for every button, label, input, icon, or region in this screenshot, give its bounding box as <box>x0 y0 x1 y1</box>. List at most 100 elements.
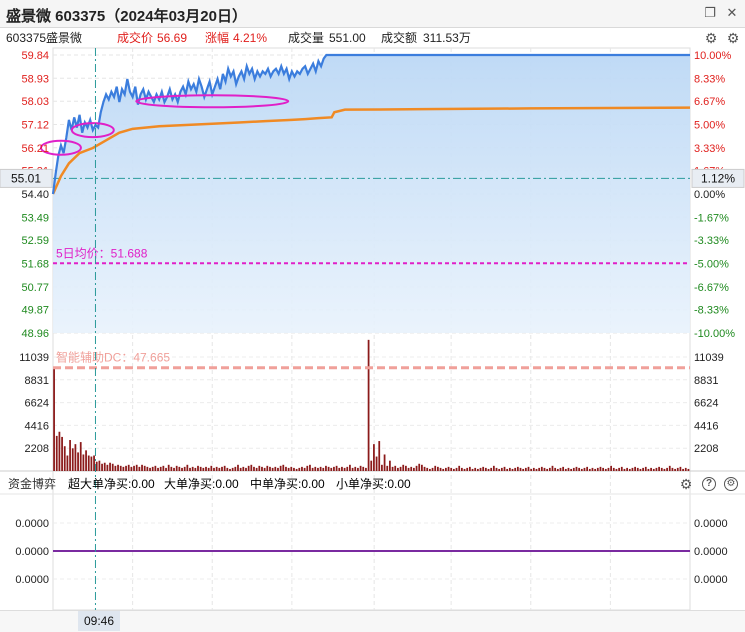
volume-bar <box>357 467 359 471</box>
volume-bar <box>658 466 660 471</box>
pct-tick-label: 5.00% <box>694 120 725 132</box>
volume-bar <box>679 466 682 471</box>
price-tick-label: 56.21 <box>21 143 49 155</box>
flow-large: 大单净买:0.00 <box>164 477 239 491</box>
volume-bar <box>628 468 631 471</box>
volume-bar <box>199 466 202 471</box>
volume-bar <box>69 440 71 471</box>
volume-bar <box>202 467 205 471</box>
volume-bar <box>644 466 647 471</box>
flow-tick-label-right: 0.0000 <box>694 546 728 558</box>
volume-bar <box>482 466 485 471</box>
flow-super-large: 超大单净买:0.00 <box>68 477 155 491</box>
volume-bar <box>407 467 410 471</box>
volume-bar <box>546 468 549 471</box>
price-tick-label: 52.59 <box>21 235 49 247</box>
gear-icon[interactable]: ⚙ <box>679 476 693 492</box>
volume-bar <box>242 466 245 471</box>
cursor-price-box <box>0 168 53 188</box>
volume-bar <box>559 467 562 471</box>
volume-bar <box>175 465 178 471</box>
flow-small: 小单净买:0.00 <box>336 477 411 491</box>
gear-icon[interactable]: ⚙ <box>704 30 718 46</box>
volume-bar <box>631 467 634 471</box>
volume-bar <box>245 467 247 471</box>
volume-bar <box>548 467 551 471</box>
flow-tick-label-right: 0.0000 <box>694 574 728 586</box>
volume-bar <box>431 467 434 471</box>
volume-bar <box>218 467 221 471</box>
restore-icon[interactable]: ❐ <box>704 5 716 20</box>
volume-bar <box>354 466 357 471</box>
price-tick-label: 59.84 <box>21 50 49 62</box>
volume-bar <box>53 366 55 471</box>
volume-bar <box>101 463 103 471</box>
volume-bar <box>570 468 573 471</box>
volume-bar <box>213 467 215 471</box>
volume-bar <box>293 467 295 471</box>
volume-bar <box>165 467 167 471</box>
amount-label: 成交额 <box>381 31 418 45</box>
volume-bar <box>551 465 554 471</box>
volume-bar <box>74 444 77 471</box>
volume-bar <box>253 466 255 471</box>
volume-bar <box>103 462 106 471</box>
help-icon[interactable]: ? <box>702 477 716 491</box>
volume-bar <box>583 467 586 471</box>
volume-bar <box>436 466 439 471</box>
volume-bar <box>77 452 79 471</box>
volume-bar <box>386 465 389 471</box>
change-label: 涨幅 <box>205 31 230 45</box>
volume-bar <box>365 467 367 471</box>
volume-bar <box>415 465 418 471</box>
volume-bar <box>282 464 285 471</box>
volume-bar <box>106 464 109 471</box>
flow-medium: 中单净买:0.00 <box>250 477 325 491</box>
flow-tick-label: 0.0000 <box>15 546 49 558</box>
dc-label: 智能辅助DC：47.665 <box>56 350 170 365</box>
volume-bar <box>458 465 461 471</box>
volume-bar <box>623 468 626 471</box>
volume-bar <box>554 467 557 471</box>
window-title: 盛景微 603375（2024年03月20日） <box>6 8 247 25</box>
volume-bar <box>170 466 173 471</box>
price-tick-label: 51.68 <box>21 259 49 271</box>
pct-tick-label: -3.33% <box>694 235 729 247</box>
volume-bar <box>682 468 684 471</box>
volume-bar <box>543 467 546 471</box>
volume-bar <box>167 464 170 471</box>
volume-bar <box>413 467 415 471</box>
pct-tick-label: -5.00% <box>694 259 729 271</box>
volume-bar <box>359 465 362 471</box>
volume-bar <box>429 468 431 471</box>
volume-bar <box>367 339 370 471</box>
volume-bar <box>660 467 663 471</box>
volume-bar <box>63 446 66 471</box>
volume-bar <box>295 468 298 471</box>
volume-bar <box>189 467 191 471</box>
price-line <box>51 53 690 195</box>
volume-bar <box>125 465 127 471</box>
gear-icon[interactable]: ⚙ <box>726 30 740 46</box>
settings-icon[interactable]: ⚙ <box>724 477 738 491</box>
volume-bar <box>538 467 541 471</box>
volume-bar <box>173 467 175 471</box>
highlight-circle <box>39 139 82 156</box>
volume-bar <box>487 468 490 471</box>
volume-bar <box>269 466 271 471</box>
close-icon[interactable]: ✕ <box>726 5 738 20</box>
volume-tick-label: 11039 <box>19 352 49 364</box>
volume-bar <box>421 464 423 471</box>
volume-bar <box>402 464 405 471</box>
volume-bar <box>349 464 351 471</box>
volume-bar <box>61 436 63 471</box>
volume-bar <box>676 467 679 471</box>
volume-tick-label-right: 6624 <box>694 398 718 410</box>
volume-bar <box>159 466 162 471</box>
volume-bar <box>460 467 463 471</box>
volume-bar <box>274 466 277 471</box>
volume-bar <box>650 467 652 471</box>
price-tick-label: 49.87 <box>21 305 49 317</box>
flow-large-value: 0.00 <box>215 477 239 491</box>
